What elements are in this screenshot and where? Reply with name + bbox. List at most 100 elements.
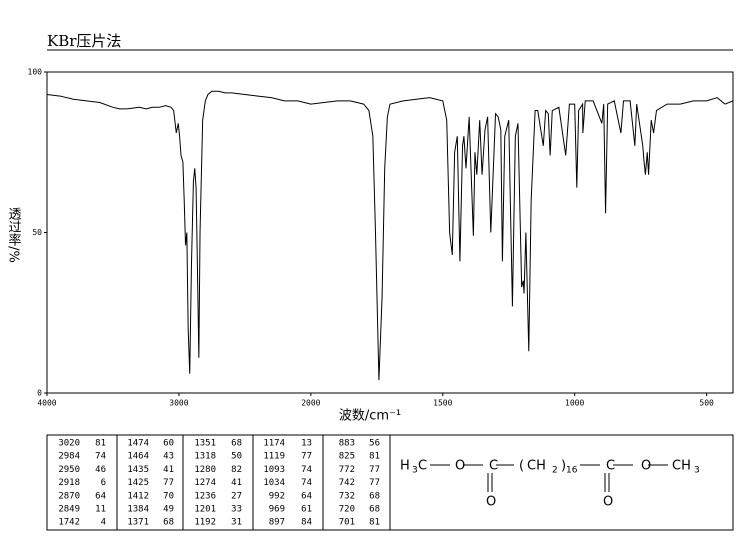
wavenumber: 1192	[194, 518, 216, 528]
wavenumber: 1274	[194, 478, 216, 488]
wavenumber: 701	[339, 518, 355, 528]
wavenumber: 2918	[58, 478, 80, 488]
transmittance: 41	[231, 478, 242, 488]
wavenumber: 1412	[127, 491, 149, 501]
wavenumber: 1371	[127, 518, 149, 528]
y-tick-label: 0	[37, 389, 42, 398]
transmittance: 11	[95, 505, 106, 515]
transmittance: 6	[101, 478, 106, 488]
transmittance: 81	[369, 518, 380, 528]
x-tick-label: 4000	[37, 399, 56, 408]
wavenumber: 2870	[58, 491, 80, 501]
x-tick-label: 3000	[169, 399, 188, 408]
wavenumber: 772	[339, 465, 355, 475]
transmittance: 77	[163, 478, 174, 488]
structure-label: CH	[672, 459, 691, 474]
transmittance: 46	[95, 465, 106, 475]
transmittance: 84	[301, 518, 312, 528]
wavenumber: 969	[269, 505, 285, 515]
wavenumber: 1435	[127, 465, 149, 475]
table-dividers	[116, 435, 391, 530]
structure-label: 2	[552, 466, 558, 476]
carbonyl-oxygen: O	[603, 495, 613, 510]
x-tick-label: 1000	[565, 399, 584, 408]
transmittance: 81	[95, 439, 106, 449]
structure-label: H	[400, 459, 410, 474]
structure-label: CH	[527, 459, 546, 474]
wavenumber: 732	[339, 491, 355, 501]
transmittance: 74	[301, 478, 312, 488]
transmittance: 13	[301, 439, 312, 449]
wavenumber: 1318	[194, 452, 216, 462]
structure-label: (	[519, 459, 524, 474]
transmittance: 68	[163, 518, 174, 528]
wavenumber: 2984	[58, 452, 80, 462]
wavenumber: 3020	[58, 439, 80, 449]
wavenumber: 825	[339, 452, 355, 462]
transmittance: 33	[231, 505, 242, 515]
structure-label: )	[561, 459, 566, 474]
wavenumber: 2950	[58, 465, 80, 475]
wavenumber: 742	[339, 478, 355, 488]
transmittance: 64	[95, 491, 106, 501]
y-axis-label: 透过率/%	[6, 207, 22, 263]
transmittance: 4	[101, 518, 106, 528]
transmittance: 60	[163, 439, 174, 449]
spectrum-line	[46, 90, 734, 381]
wavenumber: 1034	[263, 478, 285, 488]
structure-label: C	[606, 459, 615, 474]
structure-label: 16	[566, 466, 578, 476]
transmittance: 74	[95, 452, 106, 462]
wavenumber: 992	[269, 491, 285, 501]
wavenumber: 1201	[194, 505, 216, 515]
wavenumber: 1174	[263, 439, 285, 449]
transmittance: 82	[231, 465, 242, 475]
transmittance: 41	[163, 465, 174, 475]
wavenumber: 897	[269, 518, 285, 528]
transmittance: 31	[231, 518, 242, 528]
structure-label: 3	[694, 466, 700, 476]
structure-bonds	[430, 464, 668, 492]
wavenumber: 883	[339, 439, 355, 449]
wavenumber: 1351	[194, 439, 216, 449]
transmittance: 77	[369, 465, 380, 475]
wavenumber: 1119	[263, 452, 285, 462]
transmittance: 61	[301, 505, 312, 515]
transmittance: 68	[369, 505, 380, 515]
transmittance: 74	[301, 465, 312, 475]
transmittance: 77	[301, 452, 312, 462]
wavenumber: 2849	[58, 505, 80, 515]
chart-title: KBr压片法	[47, 32, 121, 50]
transmittance: 68	[369, 491, 380, 501]
transmittance: 68	[231, 439, 242, 449]
transmittance: 77	[369, 478, 380, 488]
structure-label: O	[641, 459, 651, 474]
transmittance: 64	[301, 491, 312, 501]
wavenumber: 1742	[58, 518, 80, 528]
wavenumber: 1474	[127, 439, 149, 449]
structure-label: O	[455, 459, 465, 474]
wavenumber: 1425	[127, 478, 149, 488]
x-tick-label: 1500	[433, 399, 452, 408]
transmittance: 70	[163, 491, 174, 501]
transmittance: 27	[231, 491, 242, 501]
wavenumber: 1464	[127, 452, 149, 462]
transmittance: 43	[163, 452, 174, 462]
transmittance: 49	[163, 505, 174, 515]
transmittance: 50	[231, 452, 242, 462]
transmittance: 56	[369, 439, 380, 449]
structure-label: 3	[412, 466, 418, 476]
carbonyl-oxygen: O	[486, 495, 496, 510]
transmittance: 81	[369, 452, 380, 462]
wavenumber: 1236	[194, 491, 216, 501]
y-tick-label: 100	[28, 68, 43, 77]
structure-label: C	[418, 459, 427, 474]
wavenumber: 1280	[194, 465, 216, 475]
x-tick-label: 500	[699, 399, 714, 408]
wavenumber: 1384	[127, 505, 149, 515]
wavenumber: 720	[339, 505, 355, 515]
y-tick-label: 50	[32, 228, 42, 237]
x-axis-label: 波数/cm⁻¹	[339, 409, 401, 424]
x-tick-label: 2000	[301, 399, 320, 408]
